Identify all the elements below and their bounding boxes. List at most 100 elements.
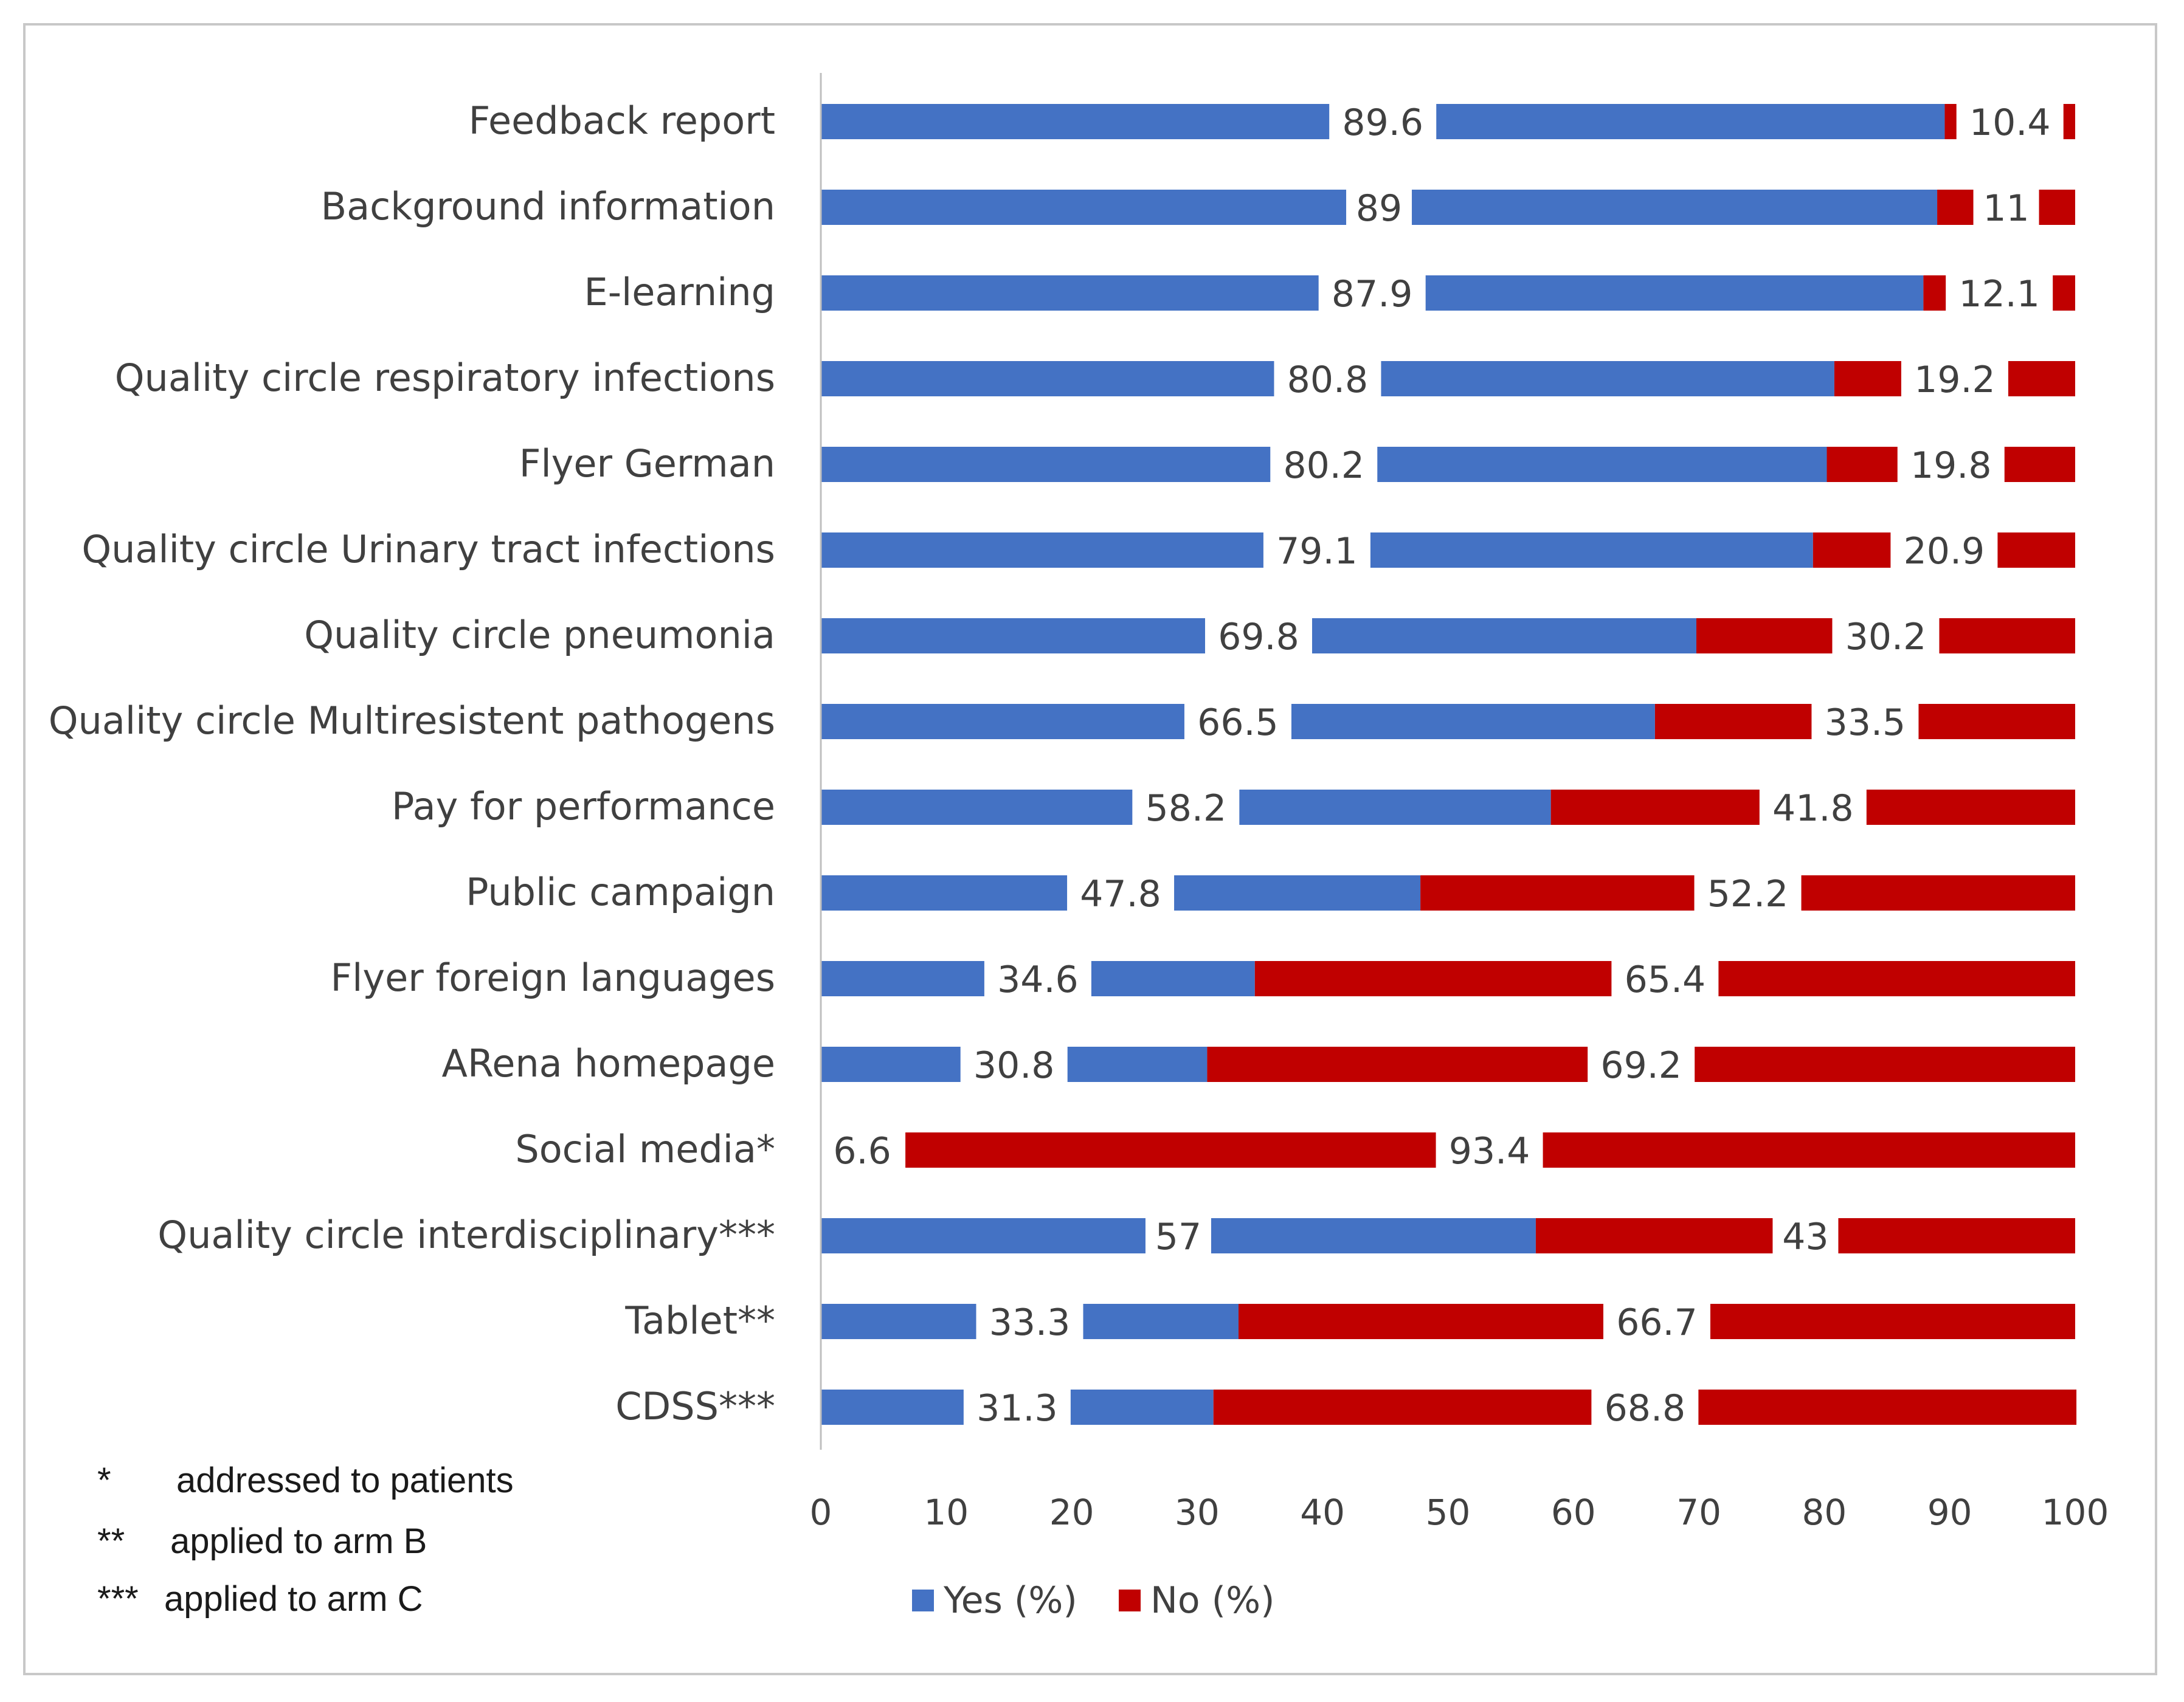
data-label-box: [1759, 777, 1867, 838]
data-label-box: [1204, 605, 1312, 666]
data-label: 69.8: [1218, 616, 1299, 658]
data-label-box: [1184, 691, 1291, 752]
data-label: 30.8: [973, 1044, 1055, 1087]
legend: Yes (%) No (%): [912, 1579, 1275, 1622]
data-label: 10.4: [1969, 102, 2051, 144]
data-label-box: [1329, 91, 1437, 152]
data-label: 19.8: [1910, 444, 1992, 487]
data-label: 68.8: [1605, 1387, 1686, 1430]
data-label-box: [1132, 777, 1240, 838]
labels-layer: Feedback report 89.6 10.4 Background inform…: [49, 91, 2064, 1438]
data-label: 79.1: [1276, 530, 1358, 573]
x-axis: 0 10 20 30 40 50 60 70 80 90 100: [810, 73, 2109, 1533]
data-label: 41.8: [1772, 787, 1854, 830]
data-label-box: [1067, 863, 1175, 923]
x-tick-label: 0: [810, 1492, 832, 1533]
data-label: 31.3: [976, 1387, 1058, 1430]
category-label: Public campaign: [466, 870, 775, 914]
data-label: 80.8: [1287, 359, 1369, 401]
category-label: Quality circle respiratory infections: [115, 356, 775, 400]
category-label: Flyer German: [519, 441, 775, 486]
data-label: 57: [1155, 1216, 1201, 1258]
data-label-box: [1897, 434, 2005, 495]
footnote-text: applied to arm C: [164, 1579, 423, 1619]
data-label-box: [960, 1034, 1068, 1095]
data-label-box: [1973, 177, 2039, 238]
legend-label: Yes (%): [943, 1579, 1077, 1622]
footnote-mark: **: [97, 1521, 125, 1561]
x-tick-label: 70: [1676, 1492, 1721, 1533]
data-label: 20.9: [1904, 530, 1985, 573]
data-label: 30.2: [1845, 616, 1927, 658]
x-tick-label: 100: [2042, 1492, 2109, 1533]
category-label: E-learning: [584, 270, 775, 314]
bars-layer: [821, 104, 2077, 1425]
data-label: 52.2: [1707, 873, 1789, 915]
data-label: 47.8: [1080, 873, 1161, 915]
data-label: 11: [1983, 187, 2029, 230]
data-label: 34.6: [997, 959, 1079, 1001]
data-label: 58.2: [1146, 787, 1227, 830]
category-label: Tablet**: [624, 1298, 775, 1343]
data-label-box: [1436, 1120, 1543, 1180]
x-tick-label: 80: [1802, 1492, 1847, 1533]
category-label: Quality circle Multiresistent pathogens: [49, 698, 775, 743]
category-label: Pay for performance: [392, 784, 775, 829]
legend-label: No (%): [1150, 1579, 1275, 1622]
footnote-mark: *: [97, 1461, 111, 1500]
x-tick-label: 40: [1300, 1492, 1345, 1533]
x-tick-label: 60: [1551, 1492, 1596, 1533]
data-label-box: [1263, 520, 1370, 581]
data-label-box: [1832, 605, 1940, 666]
data-label-box: [963, 1377, 1071, 1438]
data-label: 87.9: [1332, 273, 1413, 315]
data-label-box: [1772, 1205, 1839, 1266]
data-label-box: [819, 1120, 906, 1180]
data-label-box: [1346, 177, 1412, 238]
data-label: 66.7: [1616, 1301, 1698, 1344]
legend-swatch: [1119, 1590, 1141, 1611]
data-label: 66.5: [1197, 701, 1279, 744]
data-label: 12.1: [1958, 273, 2040, 315]
category-label: Quality circle interdisciplinary***: [157, 1213, 775, 1257]
data-label-box: [1956, 91, 2064, 152]
data-label-box: [1603, 1291, 1710, 1352]
data-label: 89: [1356, 187, 1402, 230]
category-label: Feedback report: [469, 98, 775, 143]
data-label: 33.3: [989, 1301, 1071, 1344]
data-label: 69.2: [1600, 1044, 1682, 1087]
data-label: 89.6: [1342, 102, 1423, 144]
data-label: 19.2: [1914, 359, 1996, 401]
x-tick-label: 30: [1175, 1492, 1220, 1533]
category-label: Flyer foreign languages: [331, 956, 776, 1000]
data-label: 43: [1782, 1216, 1828, 1258]
x-tick-label: 20: [1049, 1492, 1094, 1533]
data-label-box: [1588, 1034, 1695, 1095]
x-tick-label: 10: [924, 1492, 969, 1533]
data-label: 65.4: [1625, 959, 1706, 1001]
category-label: Social media*: [515, 1127, 775, 1171]
data-label-box: [1890, 520, 1998, 581]
footnote-text: applied to arm B: [170, 1521, 427, 1561]
data-label-box: [1611, 948, 1719, 1009]
data-label: 33.5: [1825, 701, 1906, 744]
data-label-box: [1811, 691, 1919, 752]
data-label-box: [1274, 348, 1381, 409]
category-label: Quality circle pneumonia: [304, 613, 775, 657]
data-label-box: [984, 948, 1091, 1009]
data-label: 6.6: [833, 1130, 891, 1173]
data-label: 93.4: [1449, 1130, 1530, 1173]
category-label: Background information: [321, 184, 775, 229]
data-label-box: [976, 1291, 1083, 1352]
data-label-box: [1318, 263, 1426, 323]
x-tick-label: 90: [1927, 1492, 1972, 1533]
data-label-box: [1694, 863, 1802, 923]
data-label-box: [1270, 434, 1378, 495]
data-label-box: [1946, 263, 2053, 323]
data-label-box: [1591, 1377, 1699, 1438]
footnote-mark: ***: [97, 1579, 139, 1619]
footnotes: * addressed to patients ** applied to arm B…: [97, 1461, 514, 1619]
data-label-box: [1145, 1205, 1211, 1266]
x-tick-label: 50: [1426, 1492, 1471, 1533]
